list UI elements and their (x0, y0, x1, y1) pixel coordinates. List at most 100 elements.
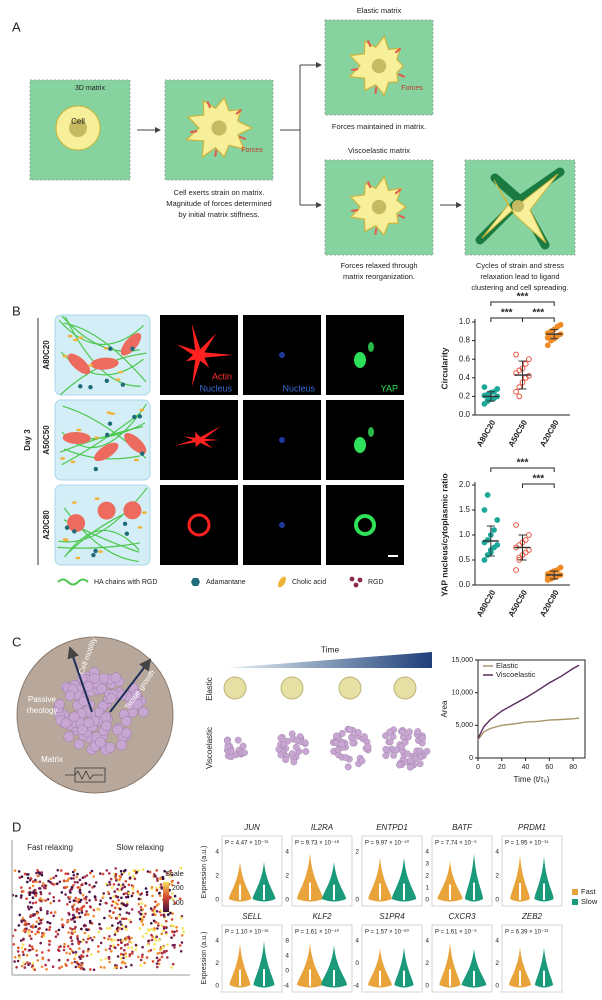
umap-cell (162, 929, 165, 933)
adamantane (88, 384, 93, 390)
umap-cell (160, 932, 164, 936)
umap-cell (81, 939, 84, 943)
umap-cell (48, 892, 51, 895)
umap-cell (28, 948, 32, 952)
umap-cell (53, 910, 57, 914)
umap-cell (35, 953, 39, 957)
umap-cell (57, 948, 60, 952)
umap-cell (119, 884, 123, 887)
umap-cell (154, 900, 157, 903)
caption: matrix reorganization. (343, 272, 415, 281)
violin (461, 948, 487, 988)
umap-cell (171, 892, 174, 895)
umap-cell (181, 927, 185, 930)
umap-cell (70, 939, 74, 942)
y-tick-label: 4 (495, 938, 499, 945)
umap-cell (68, 913, 71, 916)
p-value: P = 9.73 × 10⁻⁴⁸ (295, 840, 340, 847)
umap-cell (80, 963, 84, 966)
x-tick-label: A80C20 (475, 588, 498, 618)
umap-cell (129, 920, 133, 924)
violin-frame (501, 924, 563, 993)
umap-cell (157, 962, 161, 966)
umap-cell (153, 943, 156, 946)
cholic-acid (110, 412, 116, 416)
adamantane (132, 414, 137, 420)
adamantane (72, 529, 77, 534)
umap-cell (124, 925, 128, 928)
umap-cell (150, 927, 154, 931)
umap-cell (99, 958, 103, 962)
umap-cell (131, 885, 135, 888)
umap-cell (52, 896, 55, 899)
actin-stain (174, 426, 222, 449)
visco-cell (423, 747, 431, 755)
umap-cell (32, 891, 36, 895)
violin (320, 945, 348, 988)
visco-cell (382, 745, 390, 753)
data-point (526, 547, 532, 553)
violin (253, 941, 275, 988)
y-tick-label: 2 (495, 873, 499, 880)
umap-cell (18, 913, 22, 917)
umap-cell (128, 940, 131, 943)
umap-cell (144, 904, 147, 907)
visco-cell (417, 753, 425, 761)
umap-cell (73, 868, 77, 872)
umap-cell (26, 961, 29, 964)
stain-label: YAP (381, 383, 398, 393)
scale-tick: 100 (172, 900, 184, 907)
umap-cell (46, 898, 50, 901)
umap-cell (103, 966, 106, 969)
legend-label: Elastic (496, 661, 518, 670)
umap-cell (97, 950, 100, 953)
visco-cell (386, 728, 394, 736)
umap-cell (20, 964, 24, 968)
cell-sphere (131, 689, 142, 701)
violin (252, 861, 276, 902)
data-point (481, 507, 488, 513)
umap-cell (60, 965, 64, 968)
umap-cell (123, 903, 126, 907)
umap-cell (108, 960, 111, 964)
umap-cell (65, 951, 68, 955)
umap-cell (171, 962, 175, 966)
umap-cell (21, 943, 25, 946)
adamantane (93, 466, 99, 472)
umap-cell (22, 953, 25, 956)
violin (228, 861, 252, 902)
umap-cell (99, 899, 102, 902)
umap-cell (85, 874, 89, 877)
umap-cell (88, 890, 91, 894)
umap-cell (83, 913, 87, 917)
y-tick-label: 0 (495, 897, 499, 904)
umap-cell (127, 912, 131, 915)
cholic-acid (78, 336, 84, 339)
umap-cell (67, 877, 71, 880)
caption: Forces relaxed through (340, 261, 417, 270)
x-tick-label: A20C80 (538, 588, 561, 618)
umap-cell (120, 927, 124, 931)
y-tick-label: 4 (425, 849, 429, 856)
data-point (494, 386, 501, 392)
cell-sphere (95, 736, 106, 748)
visco-cell (364, 743, 372, 751)
umap-cell (31, 962, 35, 965)
umap-cell (64, 886, 67, 889)
umap-cell (164, 931, 168, 934)
umap-cell (108, 947, 112, 950)
umap-cell (108, 880, 111, 884)
umap-cell (97, 945, 100, 948)
force-arrow (374, 227, 378, 235)
umap-cell (173, 894, 177, 898)
umap-cell (79, 966, 83, 970)
umap-cell (119, 946, 123, 950)
umap-cell (180, 941, 184, 944)
x-tick-label: 80 (569, 764, 577, 771)
y-tick-label: 0.6 (459, 354, 471, 363)
umap-cell (73, 920, 76, 923)
umap-cell (85, 954, 89, 958)
umap-cell (109, 896, 112, 900)
umap-cell (49, 880, 52, 884)
data-point (522, 549, 529, 556)
